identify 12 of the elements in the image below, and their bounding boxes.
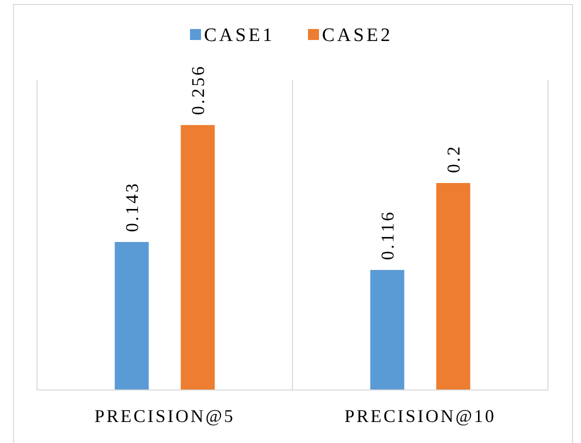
data-label: 0.256 (188, 64, 208, 116)
legend-label: CASE1 (204, 25, 275, 46)
x-tick-label: PRECISION@5 (94, 406, 236, 426)
data-label: 0.2 (443, 144, 464, 173)
data-label: 0.143 (122, 181, 142, 232)
bar (436, 183, 470, 390)
bar (114, 242, 149, 390)
data-label: 0.116 (377, 210, 398, 260)
legend-label: CASE2 (322, 25, 393, 46)
x-tick-label: PRECISION@10 (344, 406, 496, 426)
bar (180, 125, 215, 390)
bar (370, 270, 404, 390)
